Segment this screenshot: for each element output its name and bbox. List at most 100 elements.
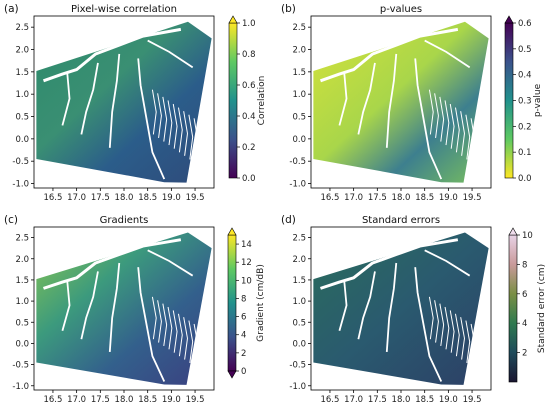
map-raster: [36, 232, 212, 385]
river-gap: [137, 58, 166, 180]
y-tick-label: -0.5: [289, 157, 306, 167]
river-gap: [424, 39, 471, 69]
x-tick-label: 18.0: [392, 395, 411, 404]
colorbar-tick-label: 0.0: [242, 174, 256, 184]
colorbar-label: Correlation: [257, 76, 267, 126]
river-gap: [80, 271, 99, 340]
y-tick-label: 1.0: [15, 297, 29, 307]
colorbar-extend-top: [504, 15, 514, 24]
panel-title: Gradients: [100, 215, 149, 226]
river-gap: [385, 53, 398, 148]
colorbar-extend-top: [508, 227, 518, 236]
drainage-gap: [454, 107, 460, 153]
y-tick-label: 0.5: [15, 318, 29, 328]
drainage-gap: [151, 296, 157, 340]
x-tick-label: 18.0: [115, 395, 134, 404]
panel-label: (d): [281, 214, 296, 226]
colorbar: [227, 234, 237, 372]
colorbar-tick-label: 0.0: [518, 174, 532, 184]
panel-title: Pixel-wise correlation: [71, 4, 177, 15]
x-tick-label: 17.5: [368, 395, 387, 404]
x-tick-label: 19.0: [439, 193, 458, 203]
river-gap: [61, 279, 71, 331]
drainage-gap: [167, 306, 173, 350]
y-tick-label: 0.5: [15, 113, 29, 123]
river-gap: [319, 238, 459, 290]
colorbar-tick-label: 0.2: [518, 122, 532, 132]
x-tick-label: 19.0: [162, 193, 181, 203]
river-gap: [357, 271, 376, 340]
x-tick-label: 18.5: [415, 193, 434, 203]
y-tick-label: 2.5: [292, 23, 306, 33]
x-tick-label: 17.5: [91, 395, 110, 404]
panel-1: 16.5 17.0 17.5 18.0 18.5 19.0 19.5 -1.0 -0.5 0.0 0…: [4, 3, 267, 203]
x-tick-label: 17.5: [368, 193, 387, 203]
river-gap: [338, 71, 348, 126]
river-gap: [414, 58, 443, 180]
colorbar-tick-label: 8: [241, 294, 246, 304]
drainage-gap: [183, 111, 188, 156]
drainage-gap: [444, 306, 450, 350]
x-tick-label: 18.5: [415, 395, 434, 404]
x-tick-label: 19.5: [186, 193, 205, 203]
x-tick-label: 17.0: [67, 395, 86, 404]
colorbar-tick-label: 0.4: [518, 71, 532, 81]
colorbar-tick-label: 0.3: [518, 97, 532, 107]
drainage-gap: [188, 320, 194, 363]
colorbar-tick-label: 6: [522, 290, 527, 300]
drainage-gap: [177, 107, 183, 153]
y-tick-label: 1.5: [15, 68, 29, 78]
drainage-gap: [172, 310, 178, 353]
y-tick-label: 2.0: [292, 46, 306, 56]
drainage-gap: [434, 93, 439, 139]
river-gap: [147, 39, 194, 69]
drainage-gap: [439, 303, 445, 347]
panel-label: (a): [4, 3, 19, 15]
drainage-gap: [188, 114, 194, 160]
river-gap: [414, 267, 443, 382]
drainage-gap: [470, 323, 476, 367]
y-tick-label: 0.5: [292, 113, 306, 123]
colorbar-extend-bottom: [227, 370, 237, 379]
river-gap: [80, 62, 99, 135]
x-tick-label: 17.0: [67, 193, 86, 203]
drainage-gap: [183, 317, 188, 360]
panel-title: Standard errors: [362, 215, 440, 226]
colorbar-tick-label: 1.0: [242, 19, 256, 29]
river-gap: [108, 53, 121, 148]
x-tick-label: 19.0: [162, 395, 181, 404]
colorbar-tick-label: 0.6: [518, 19, 532, 29]
y-tick-label: 2.0: [292, 255, 306, 265]
colorbar-label: Gradient (cm/dB): [256, 264, 266, 342]
x-tick-label: 16.5: [43, 395, 62, 404]
colorbar-extend-top: [228, 15, 238, 24]
panel-3: 16.5 17.0 17.5 18.0 18.5 19.0 19.5 -1.0 -0.5 0.0 0…: [4, 214, 266, 404]
drainage-gap: [167, 100, 173, 146]
x-tick-label: 17.0: [344, 395, 363, 404]
colorbar-tick-label: 2: [241, 349, 246, 359]
y-tick-label: -1.0: [12, 180, 29, 190]
colorbar-tick-label: 4: [241, 331, 246, 341]
x-tick-label: 16.5: [320, 395, 339, 404]
map-raster: [313, 21, 489, 183]
colorbar-extend-top: [227, 227, 237, 236]
drainage-gap: [465, 114, 471, 160]
y-tick-label: 2.0: [15, 255, 29, 265]
colorbar-tick-label: 6: [241, 313, 246, 323]
river-gap: [42, 27, 182, 83]
drainage-gap: [157, 300, 162, 343]
drainage-gap: [428, 296, 434, 340]
colorbar-label: p-value: [533, 83, 543, 117]
drainage-gap: [162, 303, 168, 347]
drainage-gap: [434, 300, 439, 343]
river-gap: [357, 62, 376, 135]
y-tick-label: 0.0: [15, 339, 29, 349]
x-tick-label: 16.5: [320, 193, 339, 203]
x-tick-label: 19.5: [463, 193, 482, 203]
x-tick-label: 18.5: [138, 193, 157, 203]
drainage-gap: [157, 93, 162, 139]
x-tick-label: 19.5: [186, 395, 205, 404]
colorbar-tick-label: 10: [241, 276, 252, 286]
x-tick-label: 19.5: [463, 395, 482, 404]
river-gap: [338, 279, 348, 331]
